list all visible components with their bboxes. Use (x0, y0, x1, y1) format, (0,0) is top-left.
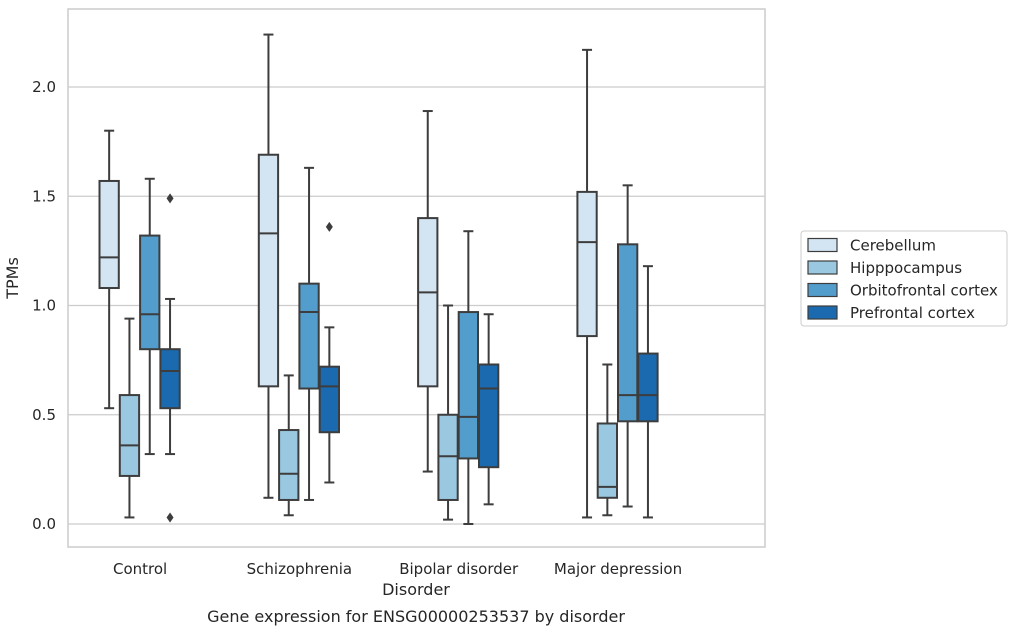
box-body (478, 363, 500, 469)
y-axis-label: TPMs (3, 257, 22, 300)
y-tick-label: 1.5 (32, 187, 56, 205)
box-body (596, 422, 619, 499)
box-hipppocampus (278, 374, 300, 517)
legend-frame (800, 230, 1008, 327)
x-axis-ticks: Control Schizophrenia Bipolar disorder Majo… (113, 560, 682, 578)
legend-swatch (807, 237, 838, 253)
box-orbitofrontal-cortex (457, 230, 480, 525)
box-body (278, 429, 300, 501)
box-body (637, 352, 659, 423)
outlier-point (166, 193, 174, 204)
legend-swatch (807, 260, 838, 275)
box-hipppocampus (596, 363, 619, 517)
box-body (617, 243, 639, 423)
box-hipppocampus (437, 304, 459, 521)
x-tick-label: Control (113, 560, 167, 578)
y-tick-label: 1.0 (32, 297, 56, 315)
x-axis-label: Disorder (382, 580, 450, 599)
box-body (417, 217, 439, 388)
y-tick-label: 0.0 (32, 515, 56, 533)
box-body (437, 413, 459, 501)
box-body (318, 365, 341, 434)
y-axis-ticks: 0.0 0.5 1.0 1.5 2.0 (32, 78, 56, 533)
legend-label: Cerebellum (850, 237, 936, 255)
legend-label: Hipppocampus (850, 259, 962, 277)
box-orbitofrontal-cortex (617, 184, 639, 508)
box-body (139, 234, 161, 351)
gridlines (68, 86, 765, 525)
legend-label: Orbitofrontal cortex (850, 282, 998, 300)
box-body (457, 311, 480, 460)
legend: Cerebellum Hipppocampus Orbitofrontal cort… (800, 230, 1008, 327)
legend-label: Prefrontal cortex (850, 304, 975, 322)
box-cerebellum (417, 110, 439, 473)
x-tick-label: Major depression (554, 560, 682, 578)
box-body (118, 394, 141, 477)
legend-swatch (807, 305, 838, 320)
x-tick-label: Schizophrenia (247, 560, 352, 578)
y-tick-label: 0.5 (32, 406, 56, 424)
box-body (98, 179, 120, 290)
box-prefrontal-cortex (318, 221, 341, 484)
box-body (298, 282, 320, 390)
box-prefrontal-cortex (159, 193, 181, 523)
figure-caption: Gene expression for ENSG00000253537 by d… (207, 607, 625, 626)
boxes (98, 33, 659, 525)
box-body (159, 348, 181, 410)
box-body (576, 190, 598, 338)
box-prefrontal-cortex (478, 313, 500, 506)
box-cerebellum (576, 48, 598, 519)
legend-swatch (807, 282, 838, 298)
outlier-point (166, 512, 174, 523)
box-orbitofrontal-cortex (139, 177, 161, 456)
plot-area-frame (67, 8, 766, 548)
outlier-point (325, 221, 333, 232)
box-prefrontal-cortex (637, 265, 659, 519)
y-tick-label: 2.0 (32, 78, 56, 96)
box-cerebellum (98, 129, 120, 410)
box-orbitofrontal-cortex (298, 166, 320, 501)
box-body (257, 153, 280, 388)
x-tick-label: Bipolar disorder (399, 560, 519, 578)
box-cerebellum (257, 33, 280, 499)
box-hipppocampus (118, 317, 141, 519)
